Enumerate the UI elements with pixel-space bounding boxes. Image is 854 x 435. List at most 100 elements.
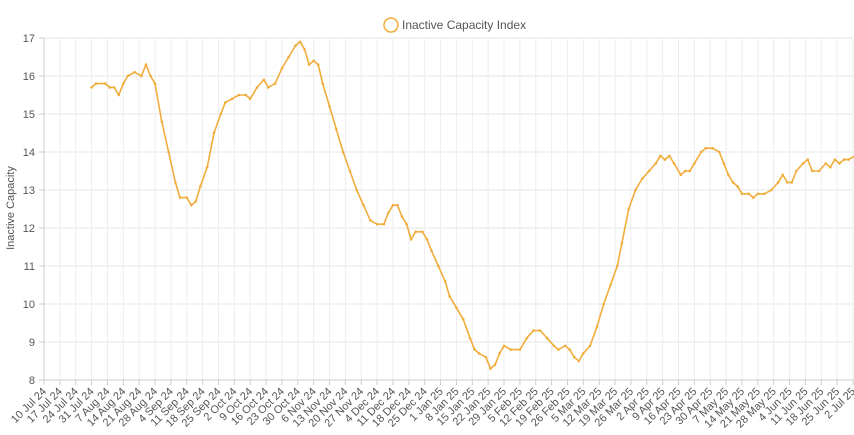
data-point: [405, 222, 408, 226]
data-point: [776, 181, 780, 184]
data-point: [149, 74, 152, 78]
data-point: [126, 74, 130, 78]
data-point: [552, 344, 556, 348]
data-point: [801, 162, 805, 165]
data-point: [341, 150, 345, 154]
data-point: [396, 203, 399, 207]
data-point: [425, 238, 429, 241]
data-point: [752, 196, 755, 199]
data-point: [355, 188, 359, 192]
data-point: [219, 112, 223, 116]
data-point: [568, 348, 571, 351]
data-point: [237, 93, 241, 97]
data-point: [847, 158, 850, 161]
data-point: [348, 169, 352, 173]
data-point: [375, 222, 379, 226]
data-point: [477, 352, 481, 355]
data-point: [224, 101, 227, 104]
data-point: [770, 188, 773, 192]
data-point: [382, 222, 386, 226]
series-inactive-capacity-index: [90, 40, 854, 370]
data-point: [112, 86, 116, 89]
legend-label: Inactive Capacity Index: [402, 18, 526, 32]
data-point: [663, 158, 667, 161]
data-point: [140, 74, 143, 78]
data-point: [307, 63, 311, 66]
data-point: [144, 63, 148, 66]
chart-grid: [43, 37, 854, 381]
data-point: [312, 59, 316, 63]
data-point: [303, 48, 306, 51]
data-point: [167, 150, 170, 154]
data-point: [267, 86, 270, 89]
data-point: [391, 203, 395, 207]
data-point: [484, 355, 488, 359]
data-point: [298, 40, 302, 44]
data-point: [443, 279, 447, 283]
data-point: [806, 158, 809, 161]
data-point: [212, 131, 216, 135]
data-point: [273, 82, 277, 85]
data-point: [582, 352, 585, 355]
data-point: [545, 336, 549, 340]
y-tick-label: 11: [24, 261, 35, 273]
data-point: [244, 93, 247, 97]
data-point: [335, 127, 338, 131]
data-point: [328, 105, 331, 108]
data-point: [174, 181, 177, 184]
data-point: [781, 173, 785, 177]
series-line: [91, 40, 854, 370]
data-point: [659, 154, 662, 158]
data-point: [94, 82, 98, 85]
data-point: [731, 181, 735, 184]
data-point: [727, 173, 730, 177]
data-point: [525, 336, 528, 340]
data-point: [122, 82, 125, 85]
data-point: [369, 219, 372, 222]
data-point: [362, 203, 365, 207]
data-point: [602, 302, 605, 306]
data-point: [824, 162, 828, 165]
data-point: [810, 169, 814, 173]
data-point: [421, 230, 424, 234]
y-tick-label: 12: [23, 223, 35, 235]
data-point: [437, 264, 440, 268]
data-point: [573, 355, 576, 359]
data-point: [400, 215, 404, 218]
data-point: [287, 55, 291, 59]
data-point: [90, 86, 93, 89]
data-point: [153, 82, 157, 85]
y-axis-ticks: 8 9 10 11 12 13 14 15 16 17: [23, 33, 44, 387]
data-point: [747, 192, 751, 196]
data-point: [230, 97, 234, 101]
data-point: [588, 344, 592, 348]
data-point: [199, 184, 202, 188]
data-point: [255, 86, 259, 89]
y-tick-label: 16: [23, 71, 35, 83]
data-point: [833, 158, 837, 161]
data-point: [722, 162, 726, 165]
data-point: [455, 306, 458, 310]
data-point: [502, 344, 506, 348]
data-point: [795, 169, 798, 173]
data-point: [461, 317, 465, 321]
data-point: [103, 82, 107, 85]
data-point: [160, 120, 164, 123]
data-point: [518, 348, 522, 351]
data-point: [430, 249, 433, 253]
data-point: [763, 192, 766, 196]
data-point: [672, 162, 676, 165]
data-point: [616, 264, 619, 268]
data-point: [736, 184, 739, 188]
data-point: [756, 192, 760, 196]
legend[interactable]: Inactive Capacity Index: [383, 17, 526, 33]
data-point: [509, 348, 513, 351]
data-point: [790, 181, 794, 184]
data-point: [468, 336, 472, 340]
data-point: [473, 348, 476, 351]
data-point: [693, 162, 696, 165]
data-point: [316, 63, 320, 66]
y-tick-label: 9: [29, 337, 35, 349]
